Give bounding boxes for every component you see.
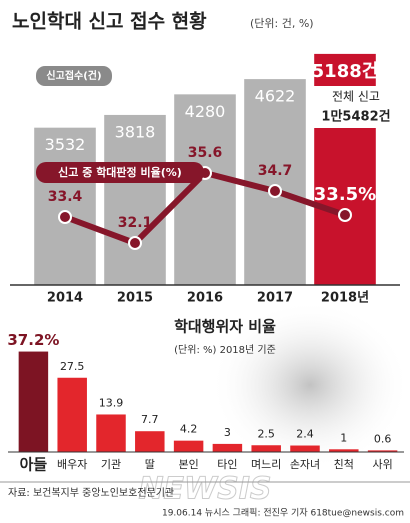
- bar-value-label: 5188건: [312, 61, 379, 82]
- bar: [135, 431, 165, 452]
- bar-value-label: 7.7: [141, 413, 159, 426]
- bar: [244, 79, 306, 286]
- bar: [174, 94, 236, 285]
- bar-value-label: 27.5: [60, 360, 85, 373]
- bar: [34, 127, 96, 285]
- annotation-box: [312, 86, 400, 128]
- line-value-label: 33.5%: [314, 184, 376, 205]
- bar-value-label: 13.9: [99, 396, 124, 409]
- annotation: 1만5482건: [321, 109, 390, 125]
- bar: [104, 114, 166, 286]
- x-tick-label: 친척: [334, 458, 354, 471]
- line-point: [268, 184, 282, 198]
- x-tick-label: 며느리: [251, 458, 281, 471]
- x-tick-label: 2016: [187, 291, 223, 306]
- bar-value-label: 2.4: [296, 428, 314, 441]
- bar-value-label: 1: [340, 431, 347, 444]
- x-tick-label: 2017: [257, 291, 293, 306]
- x-tick-label: 손자녀: [290, 458, 320, 471]
- line-value-label: 34.7: [258, 163, 293, 179]
- bar-value-label: 0.6: [374, 432, 392, 445]
- x-tick-label: 기관: [101, 458, 121, 471]
- x-tick-label: 본인: [178, 458, 198, 471]
- bar-value-label: 4622: [255, 87, 296, 106]
- line-point: [128, 236, 142, 250]
- x-tick-label: 딸: [145, 458, 155, 471]
- chart-subtitle: (단위: %) 2018년 기준: [174, 343, 276, 356]
- bar: [57, 377, 87, 452]
- watermark: NEWSIS: [138, 472, 271, 507]
- bar-value-label: 3: [224, 426, 231, 439]
- bar: [96, 414, 126, 452]
- line-point: [58, 210, 72, 224]
- x-tick-label: 2014: [47, 291, 83, 306]
- background-photo: [210, 300, 410, 470]
- bar: [173, 440, 204, 452]
- bar: [18, 351, 49, 452]
- bar-value-label: 2.5: [257, 427, 275, 440]
- legend-label: 신고 중 학대판정 비율(%): [58, 165, 182, 179]
- x-tick-label: 아들: [20, 456, 48, 474]
- x-tick-label: 2015: [117, 291, 153, 306]
- line-value-label: 33.4: [48, 189, 83, 205]
- x-tick-label: 사위: [372, 458, 392, 471]
- bar-value-label: 4.2: [180, 423, 198, 436]
- credit: 19.06.14 뉴시스 그래픽: 전진우 기자 618tue@newsis.c…: [162, 508, 404, 519]
- bar-value-label: 4280: [185, 102, 226, 121]
- line-point: [338, 208, 352, 222]
- unit: (단위: 건, %): [250, 17, 314, 30]
- title: 노인학대 신고 접수 현황: [12, 10, 207, 33]
- source: 자료: 보건복지부 중앙노인보호전문기관: [8, 487, 174, 499]
- x-tick-label: 2018년: [321, 291, 369, 306]
- legend-bubble: [36, 66, 112, 86]
- bar: [329, 449, 359, 452]
- bar: [290, 445, 320, 452]
- x-tick-label: 타인: [217, 458, 237, 471]
- bar-value-label: 3818: [115, 122, 156, 141]
- line-value-label: 35.6: [188, 145, 223, 161]
- bar-value-label: 37.2%: [7, 331, 59, 349]
- bar: [212, 443, 243, 452]
- x-tick-label: 배우자: [57, 458, 87, 471]
- bar-value-label: 3532: [45, 135, 86, 154]
- legend-bubble: [36, 162, 204, 183]
- chart-title: 학대행위자 비율: [174, 318, 276, 336]
- annotation: 전체 신고: [332, 90, 380, 104]
- bar: [367, 450, 398, 452]
- legend-label: 신고접수(건): [46, 69, 101, 82]
- bar: [251, 445, 281, 452]
- line-value-label: 32.1: [118, 215, 153, 231]
